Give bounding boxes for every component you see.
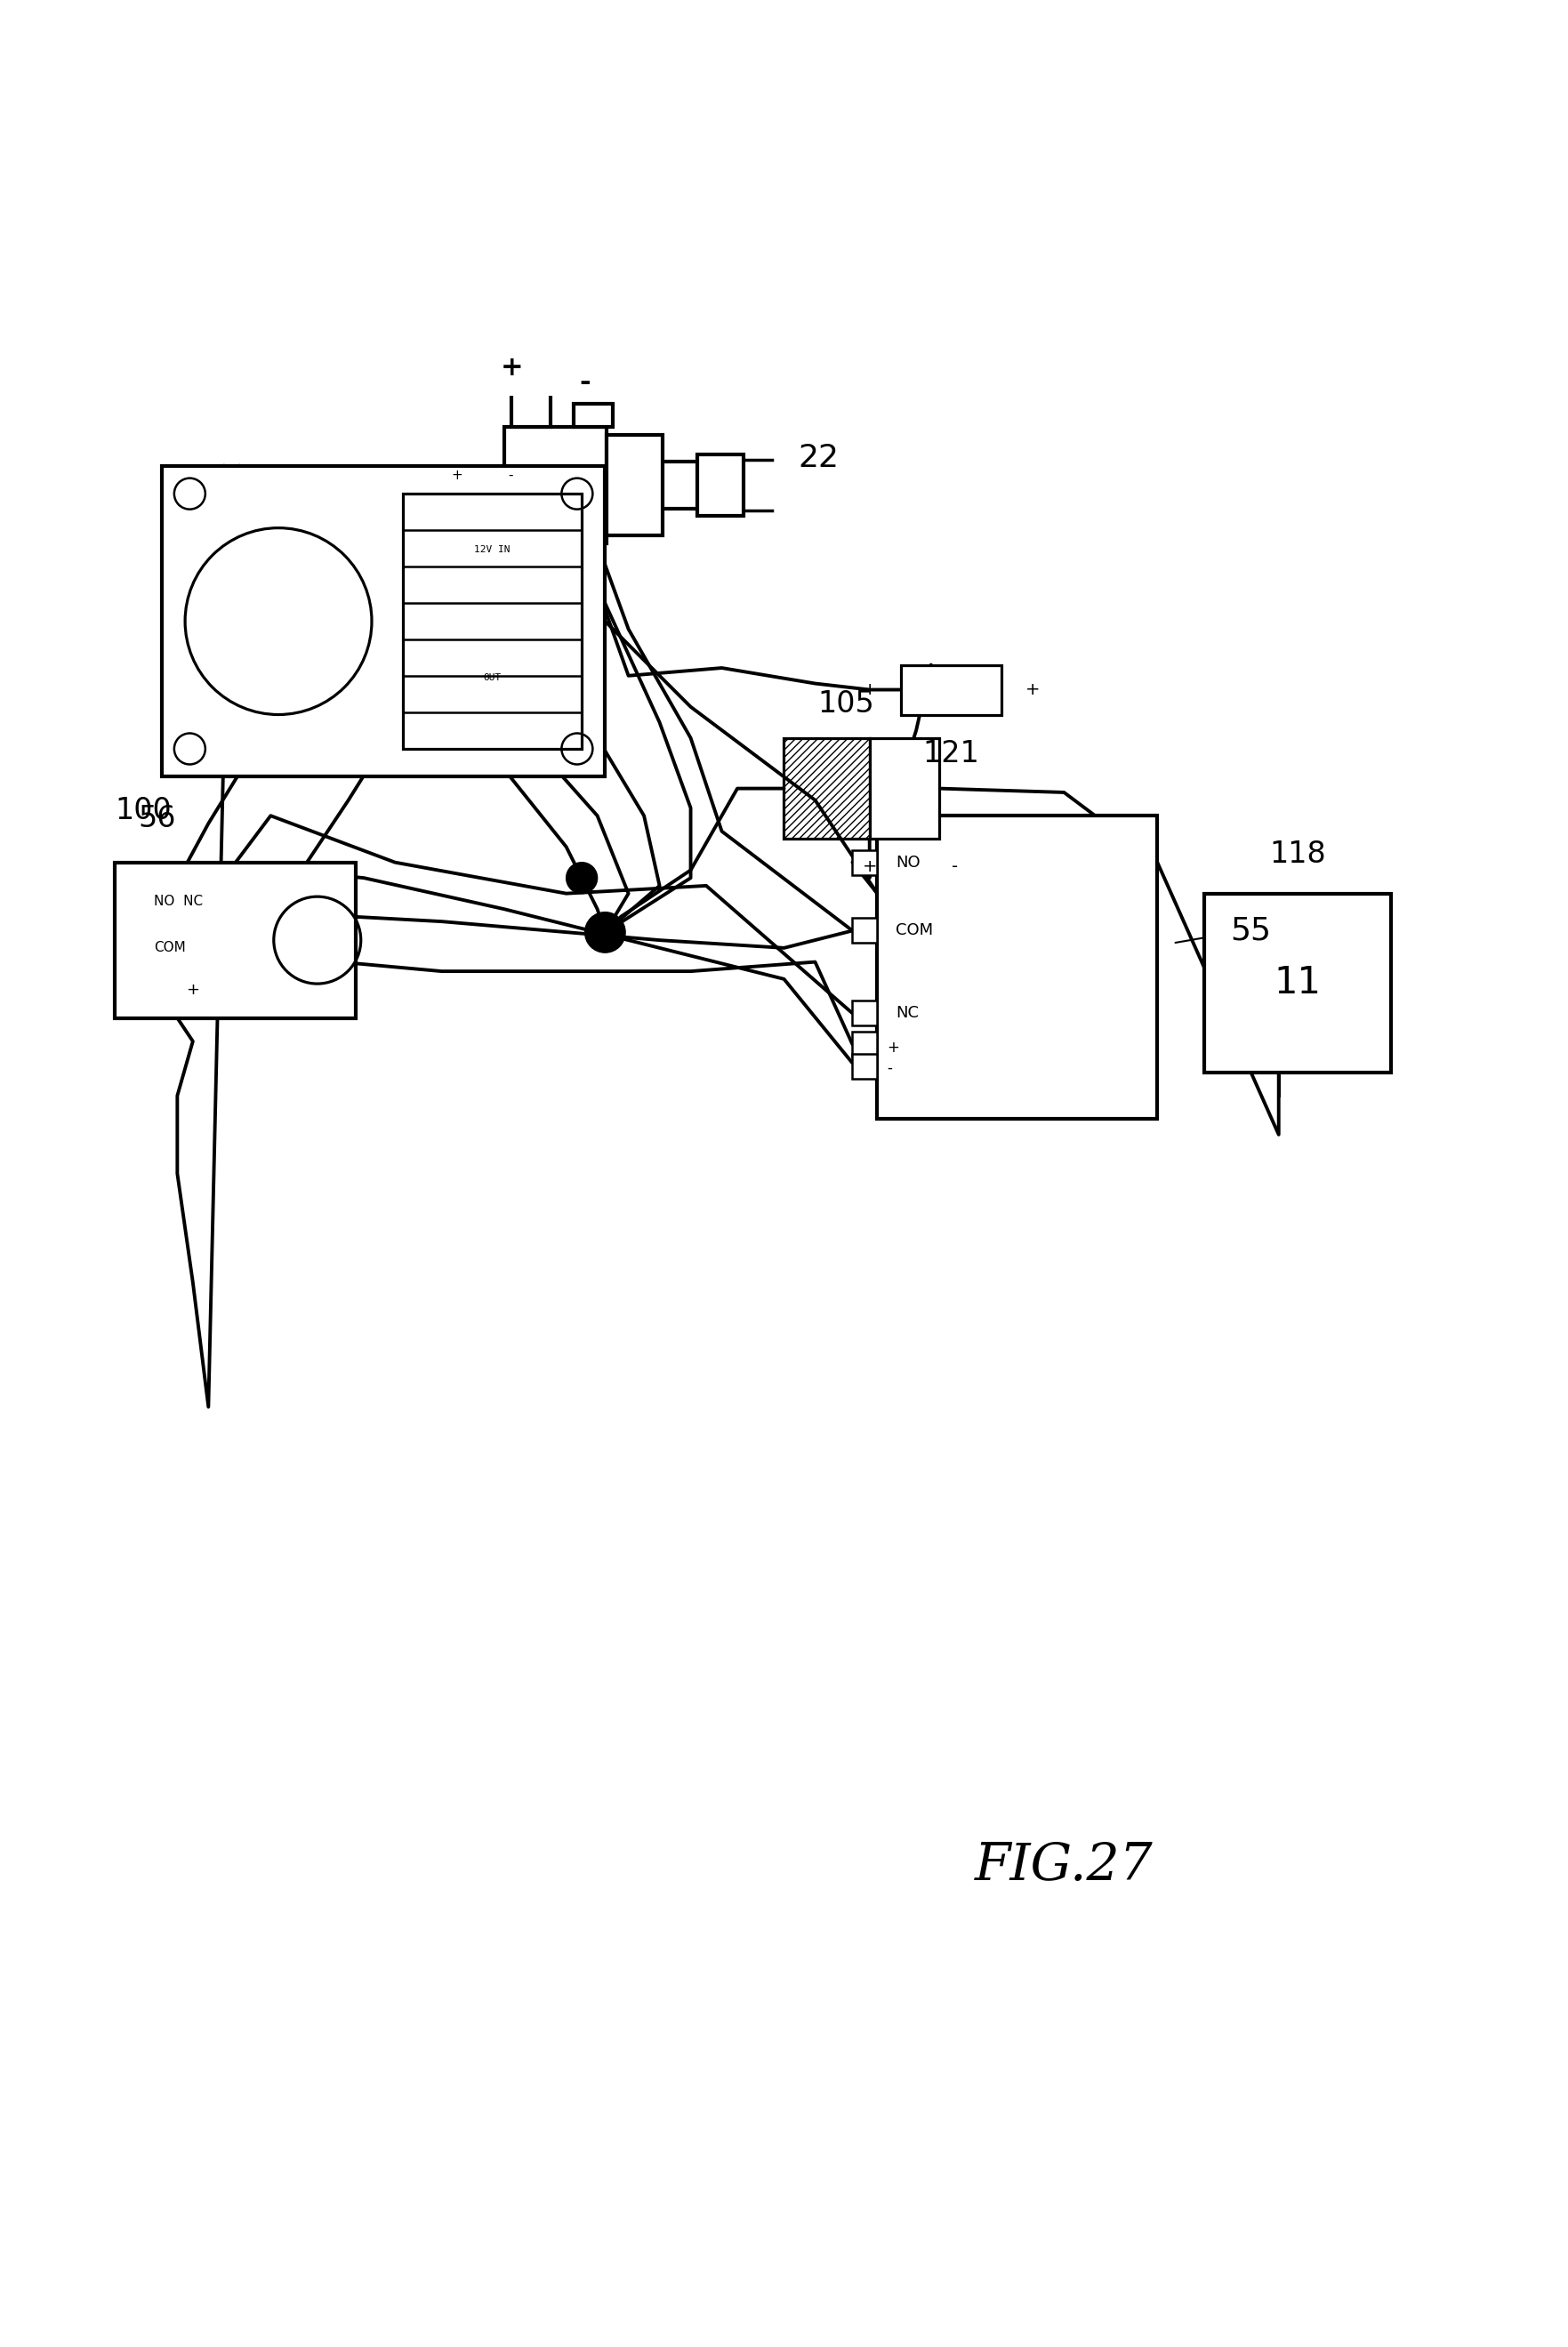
Text: 105: 105 xyxy=(818,690,875,718)
Text: +: + xyxy=(452,469,463,481)
Text: NO: NO xyxy=(895,854,920,871)
Bar xyxy=(511,392,550,427)
Bar xyxy=(853,1033,878,1056)
Text: +: + xyxy=(1025,681,1040,697)
Text: 11: 11 xyxy=(1273,965,1320,1002)
Bar xyxy=(853,1054,878,1080)
Text: -: - xyxy=(579,371,591,397)
Circle shape xyxy=(566,861,597,894)
Bar xyxy=(878,817,1157,1120)
Bar xyxy=(574,404,613,427)
Text: +: + xyxy=(886,1040,898,1056)
Bar xyxy=(853,1000,878,1026)
Text: 121: 121 xyxy=(924,739,980,767)
Text: +: + xyxy=(862,681,877,697)
Bar xyxy=(696,455,743,516)
Text: FIG.27: FIG.27 xyxy=(975,1840,1154,1892)
Bar xyxy=(784,737,870,838)
Bar xyxy=(853,918,878,943)
Bar xyxy=(853,850,878,875)
Text: 56: 56 xyxy=(138,805,176,833)
Text: +: + xyxy=(187,981,199,997)
Bar xyxy=(403,493,582,749)
Text: NC: NC xyxy=(895,1005,919,1021)
Circle shape xyxy=(585,913,626,953)
Bar xyxy=(870,737,939,838)
Text: +: + xyxy=(862,859,877,875)
Text: 118: 118 xyxy=(1269,840,1325,868)
Text: OUT: OUT xyxy=(483,674,502,683)
Text: 12V IN: 12V IN xyxy=(474,545,510,554)
Text: NO  NC: NO NC xyxy=(154,894,202,908)
Bar xyxy=(900,664,1002,713)
Text: -: - xyxy=(508,469,513,481)
Bar xyxy=(1204,894,1391,1073)
Text: +: + xyxy=(500,354,524,380)
Text: -: - xyxy=(952,859,958,875)
Text: 100: 100 xyxy=(114,796,172,826)
Text: 22: 22 xyxy=(798,444,839,474)
Text: 55: 55 xyxy=(1231,915,1272,946)
Bar xyxy=(162,465,605,777)
Text: COM: COM xyxy=(154,941,185,955)
Bar xyxy=(607,434,663,535)
Bar xyxy=(503,427,607,545)
Bar xyxy=(114,861,356,1019)
Text: COM: COM xyxy=(895,922,933,939)
Text: -: - xyxy=(886,1061,892,1075)
